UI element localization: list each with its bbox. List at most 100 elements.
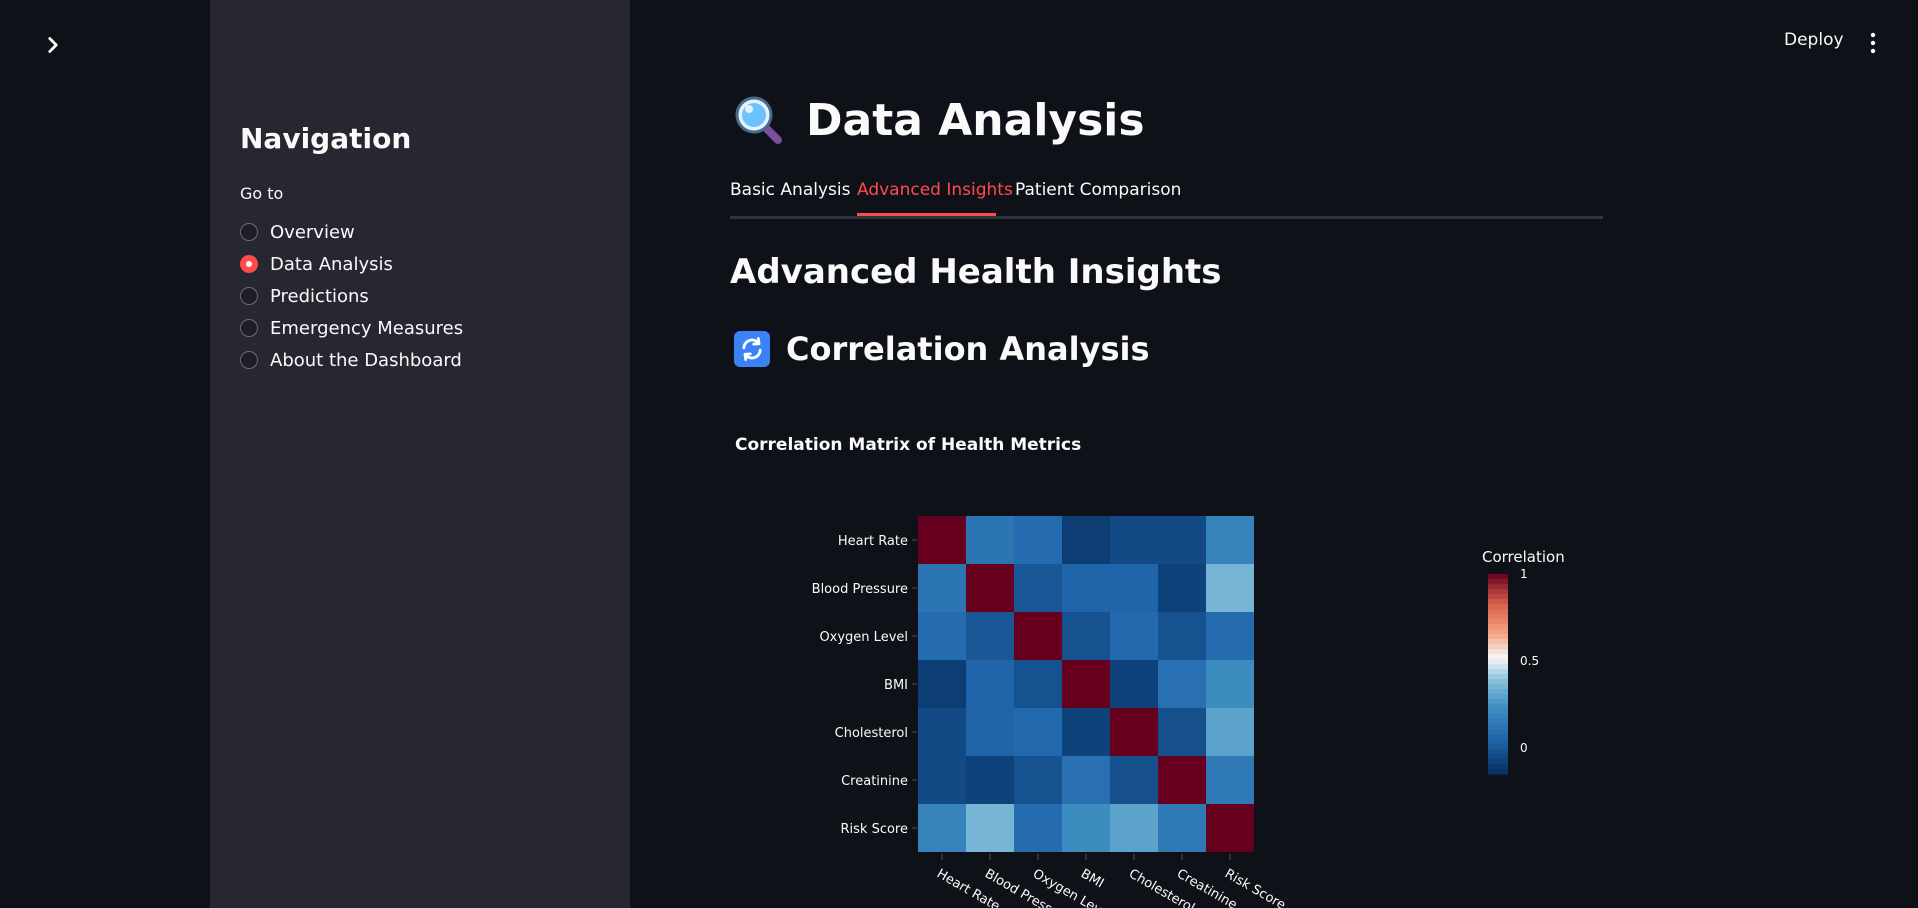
heatmap-cell — [966, 564, 1014, 612]
heatmap-cell — [1158, 804, 1206, 852]
nav-option-predictions[interactable]: Predictions — [240, 280, 463, 312]
y-tick-label: Heart Rate — [838, 534, 908, 549]
heatmap-cell — [966, 804, 1014, 852]
nav-option-emergency-measures[interactable]: Emergency Measures — [240, 312, 463, 344]
nav-option-label: About the Dashboard — [270, 349, 462, 371]
colorbar-segment — [1488, 614, 1508, 620]
heatmap-cell — [1014, 612, 1062, 660]
colorbar-segment — [1488, 639, 1508, 645]
colorbar-segment — [1488, 699, 1508, 705]
nav-option-label: Data Analysis — [270, 253, 393, 275]
heatmap-cell — [1014, 804, 1062, 852]
colorbar-segment — [1488, 749, 1508, 755]
heatmap-cell — [1062, 804, 1110, 852]
colorbar-segment — [1488, 579, 1508, 585]
heatmap-cell — [1206, 660, 1254, 708]
heatmap-cell — [1062, 756, 1110, 804]
colorbar-segment — [1488, 759, 1508, 765]
heatmap-cell — [966, 756, 1014, 804]
active-tab-indicator — [857, 213, 996, 216]
heatmap-cell — [918, 660, 966, 708]
y-tick-label: Risk Score — [841, 822, 909, 837]
colorbar-segment — [1488, 714, 1508, 720]
colorbar-segment — [1488, 719, 1508, 725]
more-vertical-icon[interactable] — [1868, 32, 1878, 54]
heatmap-cell — [966, 660, 1014, 708]
colorbar-segment — [1488, 689, 1508, 695]
heatmap-cell — [1206, 612, 1254, 660]
colorbar-segment — [1488, 664, 1508, 670]
x-tick-label: BMI — [1078, 866, 1106, 891]
page-title-text: Data Analysis — [806, 94, 1145, 146]
heatmap-cell — [1014, 660, 1062, 708]
radio-button-selected[interactable] — [240, 255, 258, 273]
radio-button[interactable] — [240, 223, 258, 241]
radio-button[interactable] — [240, 351, 258, 369]
expand-sidebar-button[interactable] — [40, 32, 66, 58]
nav-option-label: Emergency Measures — [270, 317, 464, 339]
nav-option-overview[interactable]: Overview — [240, 216, 463, 248]
colorbar-tick-label: 1 — [1520, 567, 1528, 581]
y-tick-label: Cholesterol — [835, 726, 908, 741]
navigation-radio-group: Overview Data Analysis Predictions Emerg… — [240, 216, 463, 376]
colorbar-segment — [1488, 629, 1508, 635]
y-tick-label: BMI — [884, 678, 908, 693]
colorbar-tick-label: 0 — [1520, 741, 1528, 755]
colorbar-segment — [1488, 649, 1508, 655]
colorbar-segment — [1488, 609, 1508, 615]
nav-option-label: Overview — [270, 221, 355, 243]
colorbar-segment — [1488, 624, 1508, 630]
heatmap-cell — [1062, 612, 1110, 660]
colorbar-segment — [1488, 724, 1508, 730]
colorbar-segment — [1488, 709, 1508, 715]
heatmap-cell — [966, 708, 1014, 756]
radio-button[interactable] — [240, 287, 258, 305]
heatmap-cell — [1158, 660, 1206, 708]
colorbar-segment — [1488, 674, 1508, 680]
nav-option-data-analysis[interactable]: Data Analysis — [240, 248, 463, 280]
radio-group-label: Go to — [240, 184, 284, 203]
heatmap-cell — [1110, 660, 1158, 708]
tab-patient-comparison[interactable]: Patient Comparison — [1015, 180, 1182, 200]
colorbar-segment — [1488, 594, 1508, 600]
colorbar-segment — [1488, 729, 1508, 735]
heatmap-cell — [918, 564, 966, 612]
collapsed-sidebar-strip — [0, 0, 210, 908]
colorbar-segment — [1488, 739, 1508, 745]
colorbar-segment — [1488, 764, 1508, 770]
subsection-title: Correlation Analysis — [734, 330, 1150, 368]
colorbar-segment — [1488, 694, 1508, 700]
heatmap-cell — [1158, 708, 1206, 756]
heatmap-cell — [1206, 516, 1254, 564]
heatmap-cell — [1206, 804, 1254, 852]
magnifying-glass-icon — [735, 96, 782, 144]
y-tick-label: Creatinine — [841, 774, 908, 789]
colorbar-tick-label: 0.5 — [1520, 654, 1539, 668]
page-title: Data Analysis — [730, 92, 1145, 148]
heatmap-cell — [1110, 612, 1158, 660]
colorbar-segment — [1488, 644, 1508, 650]
heatmap-cell — [1158, 756, 1206, 804]
radio-button[interactable] — [240, 319, 258, 337]
sync-arrows-icon — [734, 331, 770, 367]
colorbar-segment — [1488, 584, 1508, 590]
tab-basic-analysis[interactable]: Basic Analysis — [730, 180, 851, 200]
heatmap-cell — [918, 612, 966, 660]
heatmap-cell — [1014, 756, 1062, 804]
colorbar-segment — [1488, 634, 1508, 640]
colorbar-segment — [1488, 604, 1508, 610]
heatmap-cell — [1110, 756, 1158, 804]
heatmap-cell — [1014, 564, 1062, 612]
colorbar-segment — [1488, 679, 1508, 685]
colorbar-segment — [1488, 734, 1508, 740]
correlation-heatmap: Heart Rate Blood Pressure Oxygen Level BMI C… — [812, 516, 1565, 908]
nav-option-about[interactable]: About the Dashboard — [240, 344, 463, 376]
colorbar-segment — [1488, 669, 1508, 675]
heatmap-cell — [966, 612, 1014, 660]
heatmap-cell — [1110, 564, 1158, 612]
heatmap-cell — [1110, 804, 1158, 852]
colorbar-title: Correlation — [1482, 548, 1565, 566]
heatmap-cell — [1062, 564, 1110, 612]
tab-advanced-insights[interactable]: Advanced Insights — [857, 180, 1013, 200]
deploy-button[interactable]: Deploy — [1784, 30, 1844, 50]
